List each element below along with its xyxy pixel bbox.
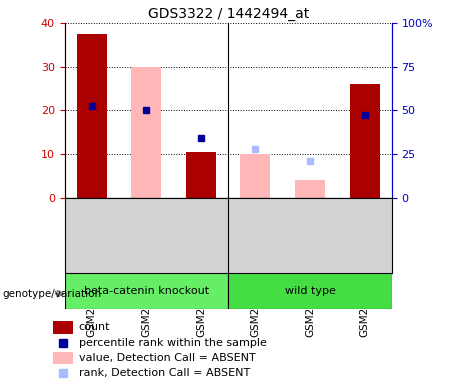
- Bar: [77, 34, 107, 198]
- Text: genotype/variation: genotype/variation: [2, 289, 101, 299]
- Bar: [53, 351, 73, 364]
- Text: wild type: wild type: [284, 286, 336, 296]
- Bar: [131, 67, 161, 198]
- Bar: [65, 273, 228, 309]
- Text: percentile rank within the sample: percentile rank within the sample: [79, 338, 267, 348]
- Bar: [349, 84, 379, 198]
- Text: count: count: [79, 322, 110, 332]
- Title: GDS3322 / 1442494_at: GDS3322 / 1442494_at: [148, 7, 309, 21]
- Bar: [186, 152, 216, 198]
- Text: beta-catenin knockout: beta-catenin knockout: [84, 286, 209, 296]
- Bar: [295, 180, 325, 198]
- Text: rank, Detection Call = ABSENT: rank, Detection Call = ABSENT: [79, 368, 250, 378]
- Text: value, Detection Call = ABSENT: value, Detection Call = ABSENT: [79, 353, 255, 363]
- Bar: [228, 273, 392, 309]
- Bar: [53, 321, 73, 334]
- Bar: [241, 154, 271, 198]
